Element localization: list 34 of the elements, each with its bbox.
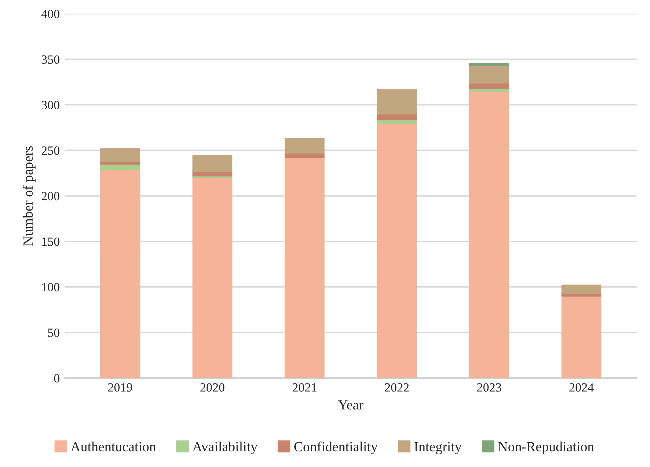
bar	[100, 148, 140, 162]
legend-label: Non-Repudiation	[498, 442, 594, 454]
y-tick-label: 400	[42, 10, 60, 18]
y-tick-label: 200	[42, 192, 60, 201]
bar	[192, 177, 233, 378]
x-tick-label: 2019	[108, 383, 132, 392]
bar	[377, 89, 418, 115]
legend-label: Availability	[192, 442, 258, 454]
bar	[469, 65, 510, 84]
bar	[284, 138, 325, 154]
y-axis-title: Number of papers	[23, 146, 36, 246]
y-tick-label: 300	[42, 101, 60, 110]
y-tick-label: 250	[42, 146, 60, 156]
y-tick-label: 0	[54, 374, 60, 383]
legend-label: Integrity	[414, 442, 462, 454]
x-tick-label: 2022	[385, 383, 409, 392]
bar	[284, 157, 325, 378]
x-tick-label: 2020	[200, 383, 225, 392]
bar	[562, 296, 602, 378]
bar	[192, 156, 233, 172]
bar	[562, 284, 602, 294]
y-tick-label: 100	[42, 283, 60, 292]
y-tick-label: 50	[48, 328, 60, 338]
x-tick-label: 2024	[570, 383, 594, 392]
x-tick-label: 2021	[292, 383, 317, 392]
bar	[377, 122, 418, 378]
legend-label: Authentucation	[70, 442, 156, 452]
x-axis-title: Year	[338, 400, 364, 410]
bar	[100, 169, 140, 378]
bar	[469, 90, 510, 378]
y-tick-label: 150	[42, 238, 60, 246]
y-tick-label: 350	[42, 56, 60, 64]
x-tick-label: 2023	[477, 383, 502, 392]
legend-label: Confidentiality	[294, 442, 378, 454]
